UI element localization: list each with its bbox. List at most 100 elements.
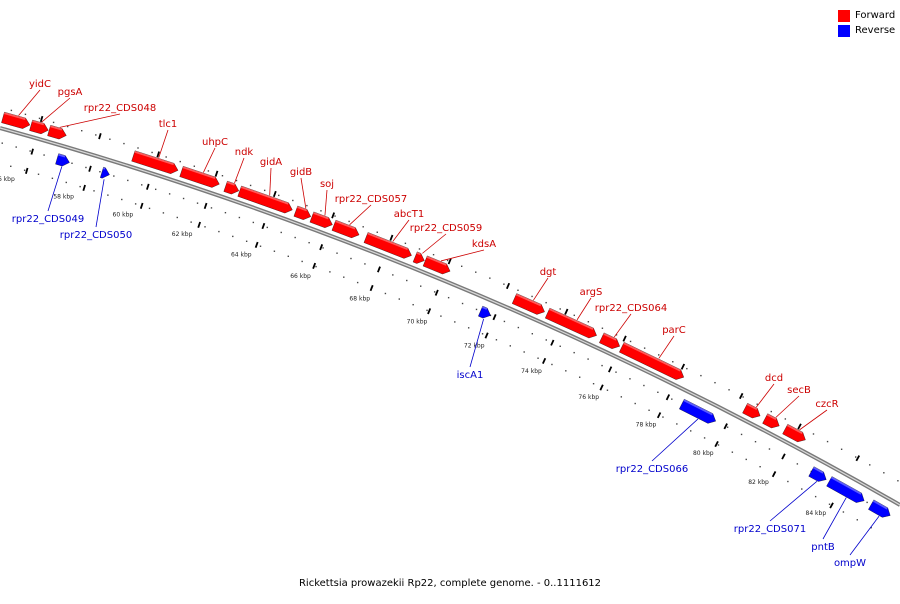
reverse-rail-dot	[350, 257, 352, 260]
scale-major-tick	[369, 284, 374, 292]
gene-rpr22-cds066-shine	[683, 399, 713, 416]
forward-rail-dot	[278, 194, 280, 197]
gene-rpr22-cds048[interactable]	[47, 125, 68, 141]
gene-rpr22-cds064[interactable]	[599, 332, 622, 351]
gene-uhpc[interactable]	[179, 166, 221, 189]
reverse-major-tick	[377, 266, 381, 273]
scale-rail-dot	[162, 212, 165, 214]
scale-rail-dot	[287, 255, 289, 258]
scale-rail-dot	[759, 466, 761, 468]
gene-rpr22-cds064-label: rpr22_CDS064	[595, 303, 667, 314]
gene-dcd-shine	[746, 403, 758, 411]
gene-rpr22-cds059[interactable]	[412, 251, 426, 266]
gene-rpr22-cds066[interactable]	[679, 398, 718, 426]
gene-dgt-shine	[515, 293, 542, 307]
forward-major-tick	[272, 190, 277, 198]
scale-tick-label: 82 kbp	[748, 479, 769, 486]
scale-major-tick	[599, 384, 604, 391]
gene-ompw-shine	[872, 499, 888, 510]
scale-rail-dot	[606, 389, 609, 391]
gene-yidc[interactable]	[1, 111, 31, 130]
gene-pgsa[interactable]	[29, 119, 49, 136]
reverse-rail-dot	[740, 433, 743, 436]
scale-major-tick	[542, 357, 547, 365]
legend: Forward Reverse	[838, 8, 900, 38]
gene-parc[interactable]	[619, 342, 686, 382]
gene-rpr22-cds071[interactable]	[808, 466, 829, 485]
gene-kdsa-body	[422, 255, 451, 275]
forward-rail-dot	[826, 440, 829, 443]
forward-rail-dot	[193, 165, 196, 167]
gene-gidb[interactable]	[293, 205, 313, 222]
gene-rpr22-cds050-leader	[95, 179, 105, 228]
gene-isca1-label: iscA1	[457, 370, 484, 381]
reverse-rail-dot	[266, 226, 268, 229]
gene-parc-shine	[623, 342, 681, 372]
scale-rail-dot	[537, 357, 539, 359]
scale-rail-dot	[731, 451, 734, 453]
reverse-major-tick	[608, 366, 613, 373]
scale-rail-dot	[578, 376, 581, 378]
reverse-rail-dot	[154, 188, 157, 191]
gene-dgt[interactable]	[511, 293, 547, 316]
gene-pntb[interactable]	[826, 476, 867, 505]
gene-ompw[interactable]	[868, 499, 893, 520]
forward-rail-dot	[489, 277, 491, 279]
scale-rail-dot	[37, 173, 40, 175]
gene-parc-leader	[658, 335, 675, 359]
forward-rail-dot	[109, 138, 111, 140]
forward-major-tick	[447, 258, 452, 265]
gene-rpr22-cds057[interactable]	[331, 219, 361, 240]
forward-major-tick	[622, 335, 627, 342]
reverse-rail-dot	[224, 211, 227, 214]
gene-pntb-leader	[822, 497, 847, 540]
gene-tlc1[interactable]	[131, 150, 180, 176]
gene-dcd-body	[742, 402, 761, 419]
gene-args[interactable]	[545, 307, 599, 340]
gene-abct1-body	[363, 232, 412, 259]
gene-kdsa-label: kdsA	[472, 239, 496, 250]
gene-secb[interactable]	[762, 413, 782, 431]
gene-isca1-body	[478, 305, 491, 319]
gene-parc-body	[619, 342, 685, 380]
gene-kdsa[interactable]	[422, 255, 452, 276]
gene-pgsa-leader	[41, 97, 71, 123]
reverse-major-tick	[146, 183, 150, 190]
forward-rail-dot	[24, 113, 27, 116]
forward-rail-dot	[306, 204, 308, 207]
scale-rail-dot	[814, 495, 817, 498]
gene-isca1[interactable]	[478, 305, 492, 320]
gene-uhpc-leader	[203, 147, 216, 173]
gene-dcd-leader	[756, 383, 775, 408]
scale-rail-dot	[717, 444, 720, 446]
gene-rpr22-cds049[interactable]	[55, 153, 71, 168]
scale-tick-label: 78 kbp	[636, 422, 657, 429]
scale-rail-dot	[870, 526, 872, 529]
gene-ompw-label: ompW	[834, 558, 866, 569]
forward-rail-dot	[123, 142, 125, 145]
gene-gida-leader	[269, 167, 272, 196]
gene-gida[interactable]	[237, 185, 294, 215]
scale-rail-dot	[801, 488, 803, 490]
scale-major-tick	[484, 332, 489, 339]
gene-uhpc-body	[179, 166, 220, 188]
gene-soj[interactable]	[309, 211, 334, 230]
gene-rpr22-cds057-label: rpr22_CDS057	[335, 194, 407, 205]
label-layer: 56 kbp 58 kbp 60 kbp 62 kbp 64 kbp 66 kbp 68 k…	[0, 79, 880, 569]
reverse-rail-dot	[768, 448, 771, 450]
gene-rpr22-cds050[interactable]	[100, 166, 111, 180]
gene-czcr-body	[782, 423, 806, 443]
gene-czcr[interactable]	[782, 423, 808, 445]
reverse-rail-dot	[322, 247, 324, 249]
forward-rail-dot	[263, 189, 266, 192]
scale-rail-dot	[412, 303, 414, 306]
forward-rail-dot	[95, 134, 97, 136]
reverse-rail-dot	[643, 384, 645, 387]
gene-ndk[interactable]	[223, 180, 241, 196]
reverse-rail-dot	[85, 166, 87, 169]
gene-abct1[interactable]	[363, 232, 414, 260]
legend-label-forward: Forward	[855, 10, 896, 21]
gene-dcd[interactable]	[742, 402, 763, 421]
gene-soj-leader	[324, 189, 328, 216]
